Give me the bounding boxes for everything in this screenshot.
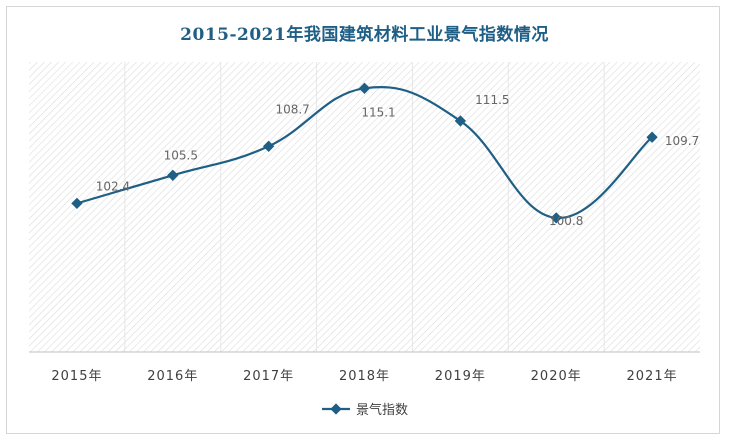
data-label-2021年: 109.7 (665, 134, 699, 148)
data-label-2016年: 105.5 (164, 148, 198, 162)
legend-marker (330, 403, 342, 415)
x-tick-label: 2016年 (147, 369, 198, 384)
x-tick-label: 2018年 (339, 369, 390, 384)
data-point-2017年 (262, 140, 275, 152)
data-label-2017年: 108.7 (275, 102, 309, 116)
chart-title: 2015-2021年我国建筑材料工业景气指数情况 (180, 25, 549, 45)
data-label-2019年: 111.5 (475, 93, 509, 107)
x-tick-label: 2021年 (627, 369, 678, 384)
x-tick-label: 2017年 (243, 369, 294, 384)
x-tick-label: 2020年 (531, 369, 582, 384)
legend-label: 景气指数 (356, 402, 408, 418)
legend: 景气指数 (322, 402, 408, 418)
data-label-2015年: 102.4 (96, 179, 130, 193)
x-tick-label: 2015年 (51, 369, 102, 384)
x-tick-label: 2019年 (435, 369, 486, 384)
data-label-2020年: 100.8 (549, 214, 583, 228)
data-point-2020年 (550, 212, 562, 224)
data-label-2018年: 115.1 (361, 105, 395, 119)
data-point-2016年 (167, 169, 179, 181)
data-point-2021年 (646, 131, 658, 143)
